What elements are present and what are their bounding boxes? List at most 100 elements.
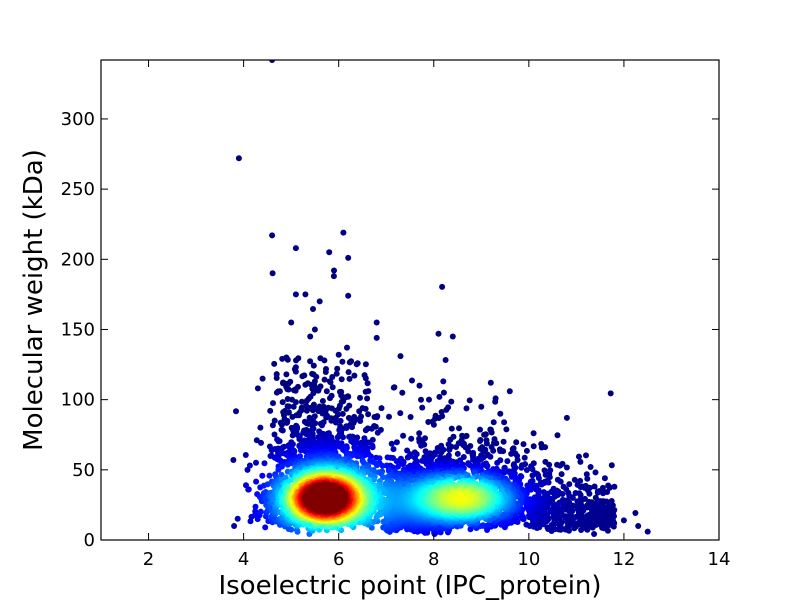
scatter-point (364, 395, 371, 402)
scatter-point (269, 270, 276, 277)
scatter-point (497, 410, 504, 417)
scatter-point (494, 459, 501, 466)
scatter-point (262, 524, 269, 531)
scatter-point (276, 438, 283, 445)
scatter-point (344, 344, 350, 351)
scatter-point (235, 155, 242, 162)
scatter-point (326, 249, 333, 256)
scatter-point (443, 406, 450, 413)
scatter-point (571, 476, 578, 483)
scatter-point (365, 411, 372, 418)
scatter-point (362, 427, 369, 434)
scatter-point (521, 454, 528, 461)
scatter-point (404, 454, 411, 461)
scatter-point (592, 494, 599, 501)
scatter-point (418, 396, 424, 403)
scatter-point (397, 353, 404, 360)
scatter-point (340, 434, 346, 441)
scatter-point (289, 413, 296, 420)
scatter-point (303, 431, 310, 438)
scatter-point (310, 362, 317, 369)
scatter-point (397, 410, 404, 417)
scatter-point (349, 424, 355, 431)
scatter-point (245, 486, 252, 493)
scatter-point (583, 452, 589, 459)
scatter-point (302, 291, 309, 298)
scatter-point (554, 461, 561, 468)
scatter-point (283, 419, 290, 426)
scatter-point (319, 422, 325, 429)
scatter-point (501, 419, 508, 426)
scatter-point (351, 372, 358, 379)
scatter-point (327, 395, 333, 402)
scatter-point (520, 441, 527, 448)
scatter-point (362, 375, 369, 382)
scatter-point (572, 490, 579, 496)
scatter-point (362, 388, 369, 395)
scatter-point (400, 432, 407, 439)
scatter-point (242, 452, 249, 458)
scatter-point (259, 375, 266, 382)
scatter-point (399, 389, 406, 396)
scatter-point (331, 267, 337, 274)
scatter-point (558, 471, 565, 478)
scatter-point (480, 522, 487, 529)
scatter-point (315, 387, 322, 394)
scatter-point (388, 440, 395, 447)
scatter-point (332, 419, 339, 426)
scatter-point (309, 407, 316, 414)
scatter-point (271, 417, 278, 424)
scatter-point (307, 358, 314, 365)
scatter-point (292, 368, 299, 375)
scatter-point (438, 449, 445, 456)
scatter-point (284, 356, 291, 363)
scatter-point (395, 463, 401, 470)
scatter-point (518, 464, 525, 471)
scatter-point (407, 414, 414, 420)
scatter-point (418, 442, 425, 449)
scatter-point (290, 403, 297, 410)
scatter-point (335, 351, 342, 358)
scatter-point (467, 443, 474, 449)
scatter-point (261, 460, 268, 467)
scatter-point (577, 458, 584, 465)
scatter-point (357, 418, 364, 424)
scatter-point (275, 466, 282, 473)
scatter-point (252, 503, 259, 510)
scatter-point (305, 443, 312, 450)
scatter-point (311, 326, 318, 333)
scatter-point (563, 464, 570, 471)
scatter-point (230, 457, 237, 463)
scatter-point (540, 489, 547, 496)
scatter-point (607, 390, 614, 397)
scatter-point (513, 439, 520, 446)
scatter-point (440, 378, 447, 385)
scatter-point (273, 389, 280, 396)
scatter-point (364, 380, 371, 387)
scatter-point (446, 446, 453, 453)
scatter-point (386, 413, 392, 420)
scatter-point (416, 382, 423, 389)
scatter-point (379, 462, 386, 469)
scatter-point (554, 476, 561, 483)
scatter-point (289, 432, 296, 439)
scatter-point (234, 515, 241, 522)
scatter-point (591, 483, 598, 490)
scatter-point (529, 466, 536, 473)
scatter-point (322, 369, 329, 375)
scatter-point (504, 458, 511, 465)
scatter-point (270, 400, 276, 407)
scatter-point (500, 438, 507, 445)
scatter-point (426, 396, 432, 403)
scatter-point (601, 475, 608, 482)
scatter-point (295, 412, 302, 419)
scatter-point (353, 361, 360, 368)
scatter-point (390, 384, 397, 391)
scatter-point (523, 521, 530, 528)
scatter-point (594, 489, 601, 496)
scatter-point (283, 371, 290, 378)
scatter-point (478, 403, 485, 410)
scatter-point (292, 291, 299, 298)
scatter-point (463, 405, 470, 412)
scatter-point (259, 472, 266, 479)
